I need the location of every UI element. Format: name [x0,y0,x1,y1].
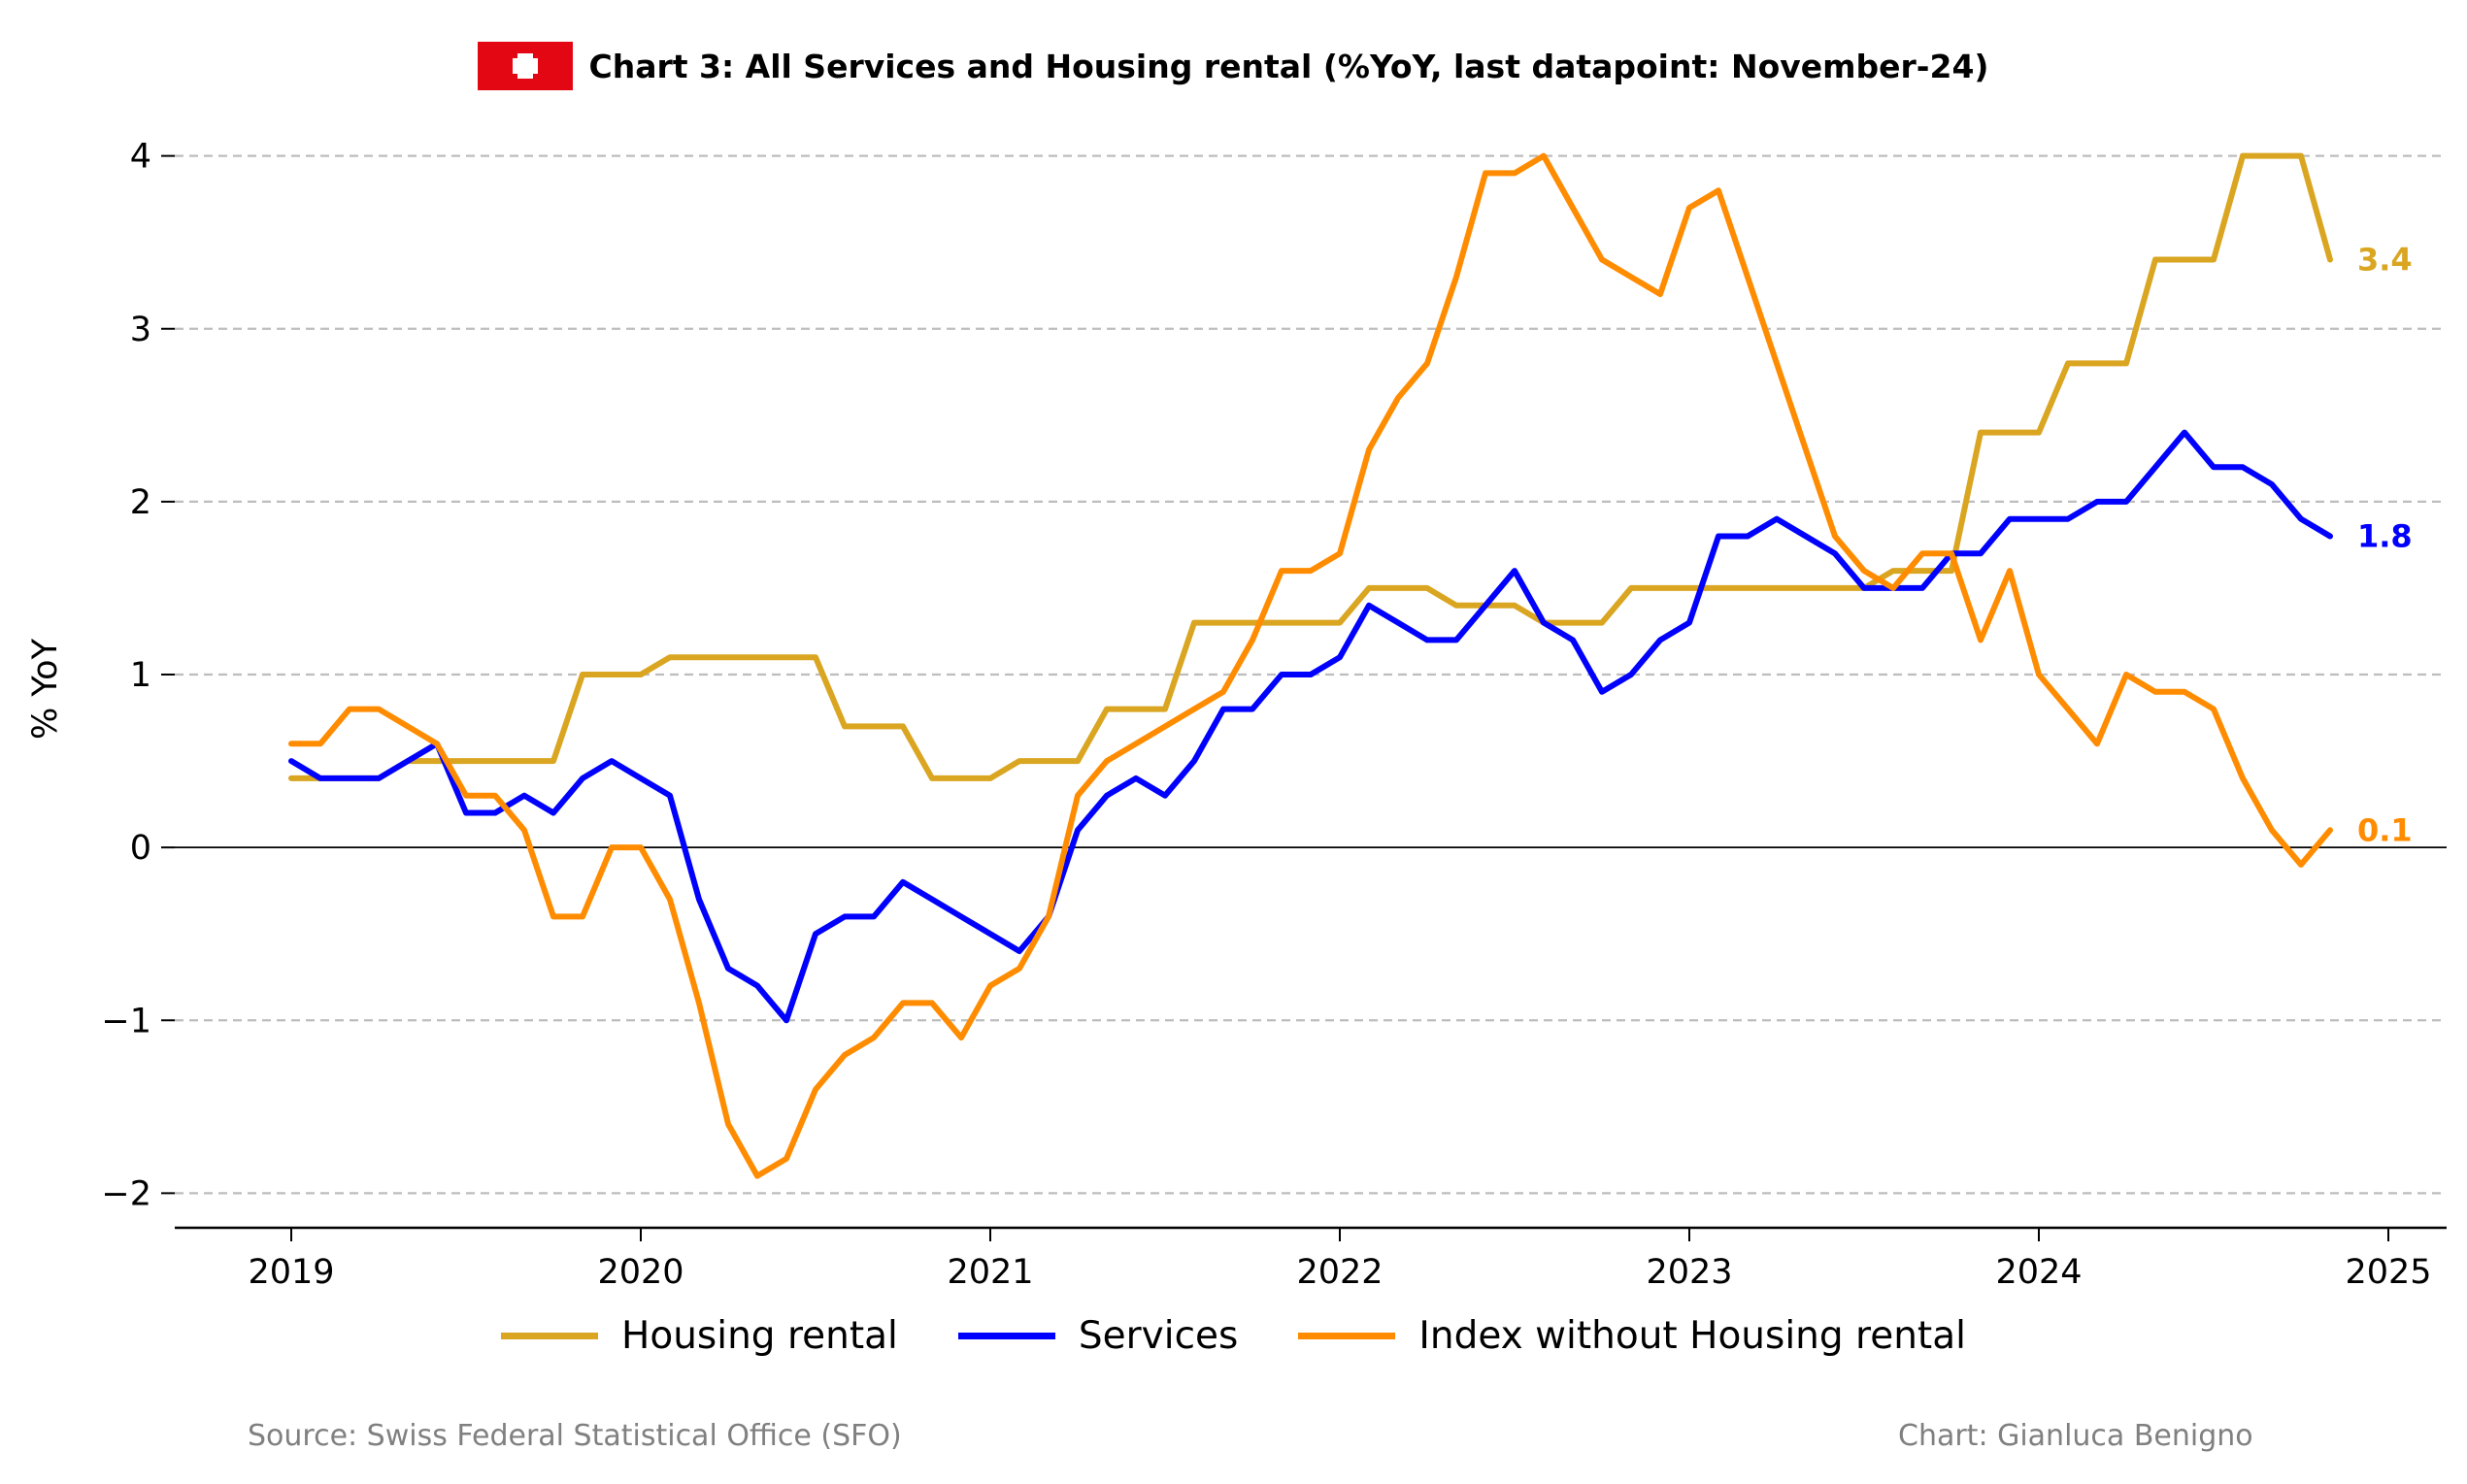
legend-item: Housing rental [501,1314,898,1358]
chart-header: Chart 3: All Services and Housing rental… [0,39,2467,93]
y-tick-label: −1 [101,1002,151,1040]
legend-swatch [957,1332,1055,1339]
y-axis-label: % YoY [26,638,65,740]
legend-item: Services [957,1313,1239,1358]
y-tick-label: 0 [130,829,151,868]
x-tick-label: 2023 [1646,1253,1732,1292]
legend-label: Services [1078,1313,1239,1358]
x-tick-label: 2025 [2345,1253,2431,1292]
legend-item: Index without Housing rental [1298,1314,1966,1358]
end-value-label: 1.8 [2357,518,2413,555]
series-line-index-without-housing-rental [288,152,2333,1179]
series-line-housing-rental [288,152,2333,781]
chart-title: Chart 3: All Services and Housing rental… [588,47,1989,85]
end-labels: 3.4 1.8 0.1 [2357,242,2413,849]
x-tick-label: 2021 [947,1253,1033,1292]
chart-credit: Chart: Gianluca Benigno [1898,1419,2253,1453]
y-tick-label: 3 [130,311,151,349]
series-lines [288,152,2333,1179]
legend: Housing rental Services Index without Hous… [0,1306,2467,1365]
legend-label: Index without Housing rental [1418,1313,1966,1358]
legend-swatch [1298,1332,1396,1339]
x-tick-label: 2019 [248,1253,334,1292]
legend-label: Housing rental [621,1313,898,1358]
grid-lines [175,154,2447,1195]
source-note: Source: Swiss Federal Statistical Office… [248,1419,902,1453]
x-tick-label: 2024 [1995,1253,2082,1292]
axes: −2 −1 0 1 2 3 4 2019 2020 2021 2022 2023 2024 2025 % Y… [26,138,2447,1292]
y-tick-label: −2 [101,1174,151,1213]
swiss-flag-icon [478,42,574,90]
end-value-label: 0.1 [2357,811,2413,848]
y-tick-label: 1 [130,656,151,695]
x-tick-label: 2022 [1296,1253,1383,1292]
y-tick-label: 2 [130,483,151,522]
series-line-services [288,429,2333,1024]
y-tick-label: 4 [130,138,151,177]
legend-swatch [501,1332,599,1339]
x-tick-label: 2020 [597,1253,683,1292]
end-value-label: 3.4 [2357,242,2413,279]
